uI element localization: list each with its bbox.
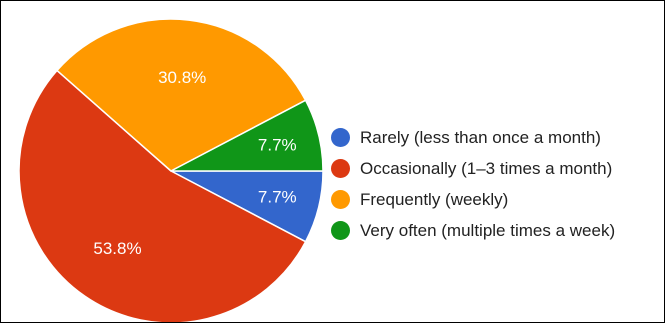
legend-label-occasionally: Occasionally (1–3 times a month) xyxy=(360,158,613,178)
pie-label-very-often: 7.7% xyxy=(258,135,297,154)
legend: Rarely (less than once a month) Occasion… xyxy=(331,122,615,246)
pie-label-rarely: 7.7% xyxy=(258,188,297,207)
pie-labels: 7.7% 53.8% 30.8% 7.7% xyxy=(93,68,296,258)
legend-item-very-often: Very often (multiple times a week) xyxy=(331,215,615,246)
pie-slice-frequently xyxy=(55,18,307,172)
legend-label-frequently: Frequently (weekly) xyxy=(360,189,509,209)
pie-label-occasionally: 53.8% xyxy=(93,239,141,258)
legend-item-occasionally: Occasionally (1–3 times a month) xyxy=(331,153,615,184)
legend-label-rarely: Rarely (less than once a month) xyxy=(360,127,601,147)
legend-item-frequently: Frequently (weekly) xyxy=(331,184,615,215)
legend-label-very-often: Very often (multiple times a week) xyxy=(360,220,616,240)
pie-slice-occasionally xyxy=(18,69,307,322)
legend-swatch-frequently xyxy=(331,190,350,209)
pie-slice-very-often xyxy=(170,99,324,172)
pie-slices xyxy=(18,18,324,322)
pie-label-frequently: 30.8% xyxy=(158,68,206,87)
legend-swatch-occasionally xyxy=(331,159,350,178)
legend-item-rarely: Rarely (less than once a month) xyxy=(331,122,615,153)
legend-swatch-very-often xyxy=(331,221,350,240)
legend-swatch-rarely xyxy=(331,128,350,147)
